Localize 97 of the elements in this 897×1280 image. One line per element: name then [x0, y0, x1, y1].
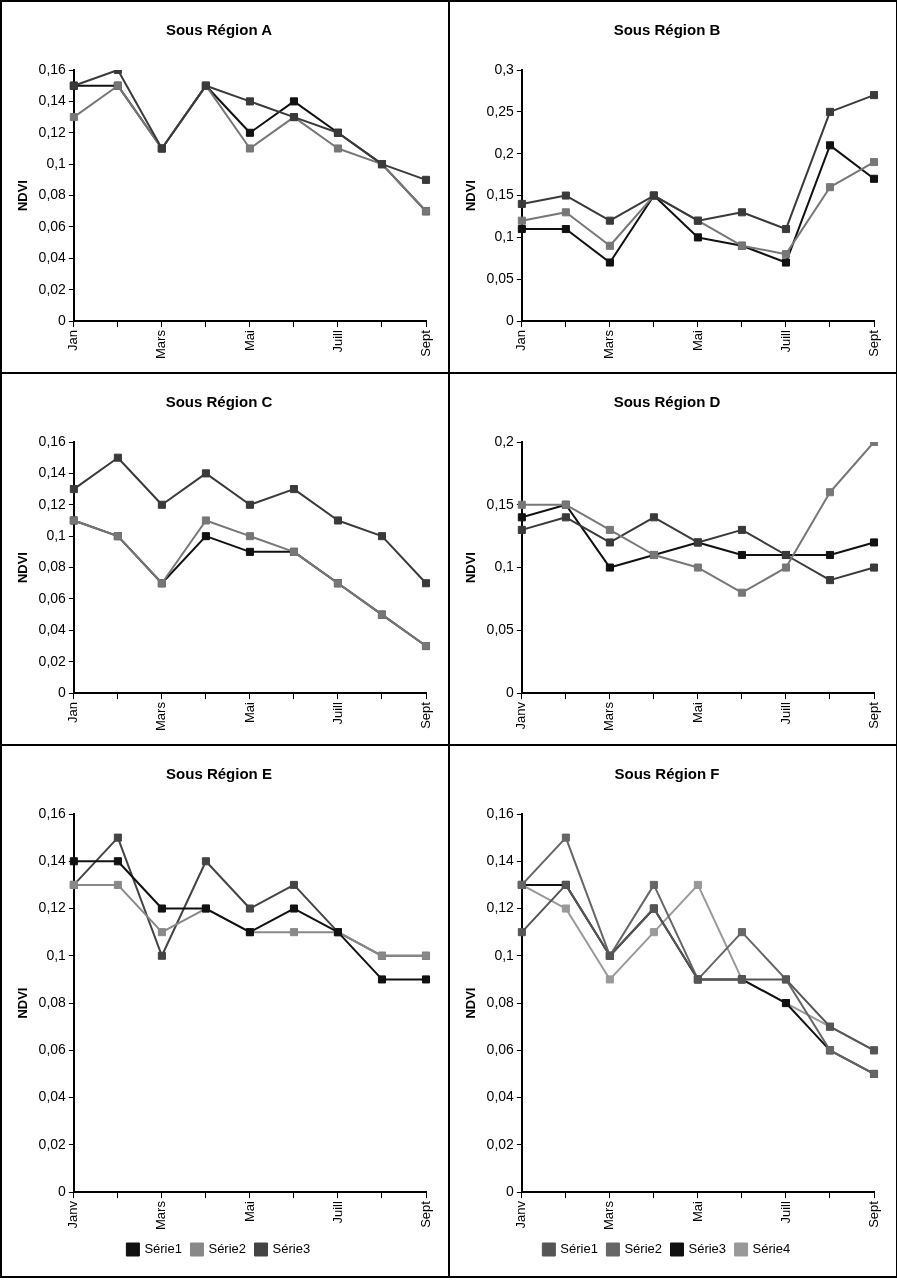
y-tick-label: 0,08	[38, 993, 67, 1010]
y-tick-label: 0,25	[486, 102, 515, 119]
y-tick-label: 0,1	[46, 527, 67, 544]
y-tick-label: 0,1	[494, 946, 515, 963]
y-tick-label: 0,12	[486, 899, 515, 916]
y-axis-title: NDVI	[463, 180, 479, 212]
x-tick-label: Juill	[777, 1201, 793, 1224]
y-tick-label: 0,02	[486, 1135, 515, 1152]
y-tick-label: 0,12	[38, 899, 67, 916]
x-tick-label: Sept	[865, 701, 881, 729]
x-tick-label: Jan	[513, 330, 529, 352]
chart-title: Sous Région D	[613, 393, 721, 411]
y-axis-title: NDVI	[15, 180, 31, 212]
x-tick-label: Mars	[601, 701, 617, 731]
y-tick-label: 0,2	[494, 144, 515, 161]
legend-label: Série1	[560, 1241, 598, 1257]
x-tick-label: Mai	[689, 702, 705, 724]
legend-label: Série3	[688, 1241, 727, 1257]
y-tick-label: 0,12	[38, 123, 67, 140]
x-tick-label: Jan	[65, 702, 81, 724]
legend-label: Série2	[624, 1241, 662, 1257]
y-tick-label: 0,14	[38, 92, 67, 109]
legend-label: Série3	[272, 1241, 311, 1257]
y-tick-label: 0,02	[38, 1135, 67, 1152]
x-tick-label: Sept	[417, 701, 433, 729]
chart-title: Sous Région F	[614, 765, 720, 783]
y-tick-label: 0,1	[494, 228, 515, 245]
y-tick-label: 0,05	[486, 621, 515, 638]
y-tick-label: 0,06	[38, 589, 67, 606]
y-tick-label: 0	[58, 683, 67, 700]
x-tick-label: Mai	[689, 330, 705, 352]
x-tick-label: Janv	[513, 1200, 529, 1229]
y-tick-label: 0,1	[494, 558, 515, 575]
x-tick-label: Mai	[241, 330, 257, 352]
chart-title: Sous Région C	[165, 393, 273, 411]
y-tick-label: 0,16	[38, 804, 67, 821]
y-tick-label: 0,08	[486, 993, 515, 1010]
y-tick-label: 0,04	[38, 249, 67, 266]
y-tick-label: 0,04	[486, 1088, 515, 1105]
y-tick-label: 0,08	[38, 558, 67, 575]
y-tick-label: 0,06	[38, 217, 67, 234]
x-tick-label: Juill	[329, 330, 345, 353]
y-tick-label: 0,15	[486, 186, 515, 203]
y-tick-label: 0,14	[38, 852, 67, 869]
y-tick-label: 0,14	[38, 464, 67, 481]
x-tick-label: Mai	[689, 1201, 705, 1223]
y-tick-label: 0,1	[46, 946, 67, 963]
y-tick-label: 0,16	[486, 804, 515, 821]
y-tick-label: 0	[506, 1182, 515, 1199]
y-axis-title: NDVI	[463, 552, 479, 584]
x-tick-label: Janv	[513, 701, 529, 730]
y-tick-label: 0,16	[38, 60, 67, 77]
x-tick-label: Sept	[417, 329, 433, 357]
y-tick-label: 0,04	[38, 621, 67, 638]
legend-label: Série2	[208, 1241, 247, 1257]
y-tick-label: 0,06	[486, 1041, 515, 1058]
y-tick-label: 0	[506, 683, 515, 700]
x-tick-label: Mars	[601, 1200, 617, 1230]
x-tick-label: Juill	[329, 702, 345, 725]
x-tick-label: Juill	[329, 1201, 345, 1224]
x-tick-label: Sept	[865, 329, 881, 357]
y-axis-title: NDVI	[463, 987, 479, 1019]
y-axis-title: NDVI	[15, 552, 31, 584]
y-tick-label: 0,16	[38, 432, 67, 449]
y-tick-label: 0,05	[486, 270, 515, 287]
legend-label: Série1	[144, 1241, 182, 1257]
x-tick-label: Sept	[417, 1200, 433, 1228]
y-tick-label: 0,08	[38, 186, 67, 203]
chart-title: Sous Région A	[165, 21, 273, 39]
x-tick-label: Jan	[65, 330, 81, 352]
y-tick-label: 0,04	[38, 1088, 67, 1105]
y-tick-label: 0,02	[38, 280, 67, 297]
y-tick-label: 0,14	[486, 852, 515, 869]
x-tick-label: Juill	[777, 330, 793, 353]
x-tick-label: Mai	[241, 702, 257, 724]
y-tick-label: 0,2	[494, 432, 515, 449]
y-tick-label: 0	[506, 311, 515, 328]
y-tick-label: 0,06	[38, 1041, 67, 1058]
y-tick-label: 0,12	[38, 495, 67, 512]
y-tick-label: 0	[58, 311, 67, 328]
y-tick-label: 0,02	[38, 652, 67, 669]
x-tick-label: Juill	[777, 702, 793, 725]
x-tick-label: Mars	[153, 329, 169, 359]
y-tick-label: 0	[58, 1182, 67, 1199]
y-tick-label: 0,3	[494, 60, 515, 77]
y-axis-title: NDVI	[15, 987, 31, 1019]
legend-label: Série4	[752, 1241, 791, 1257]
x-tick-label: Mai	[241, 1201, 257, 1223]
x-tick-label: Mars	[153, 701, 169, 731]
x-tick-label: Mars	[153, 1200, 169, 1230]
x-tick-label: Sept	[865, 1200, 881, 1228]
y-tick-label: 0,15	[486, 495, 515, 512]
x-tick-label: Janv	[65, 1200, 81, 1229]
chart-title: Sous Région E	[166, 765, 272, 783]
x-tick-label: Mars	[601, 329, 617, 359]
y-tick-label: 0,1	[46, 155, 67, 172]
chart-title: Sous Région B	[613, 21, 721, 39]
